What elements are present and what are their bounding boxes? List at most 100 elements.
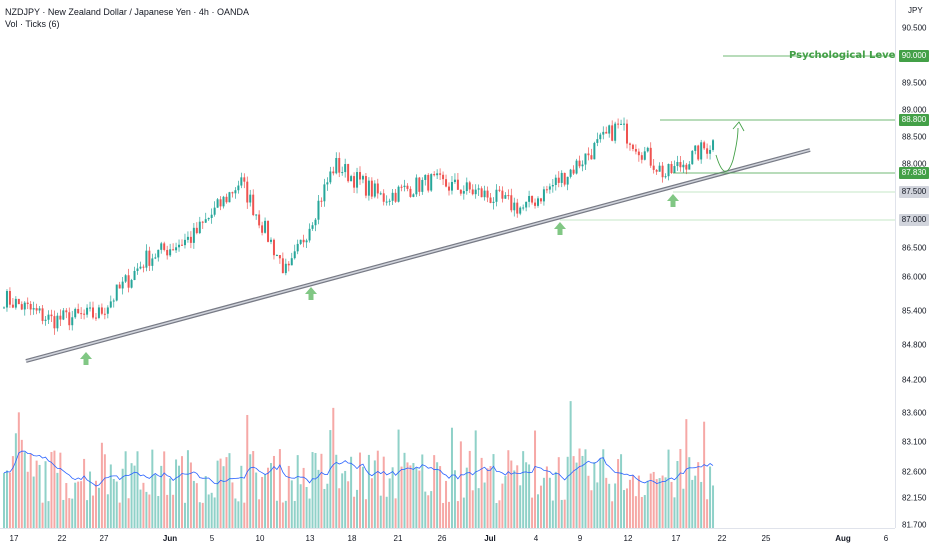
volume-bar bbox=[370, 478, 373, 528]
chart-legend: NZDJPY · New Zealand Dollar / Japanese Y… bbox=[5, 6, 249, 30]
volume-bar bbox=[456, 501, 459, 528]
symbol-title[interactable]: NZDJPY · New Zealand Dollar / Japanese Y… bbox=[5, 7, 249, 17]
volume-bar bbox=[364, 499, 367, 528]
candle-body bbox=[112, 300, 115, 302]
volume-bar bbox=[697, 462, 700, 528]
candle-body bbox=[519, 207, 522, 214]
candle-body bbox=[640, 155, 643, 160]
candle-body bbox=[578, 160, 581, 167]
volume-bar bbox=[584, 449, 587, 528]
price-axis[interactable]: JPY bbox=[895, 0, 932, 528]
candle-body bbox=[531, 195, 534, 203]
volume-bar bbox=[213, 497, 216, 528]
volume-bar bbox=[703, 421, 706, 528]
x-tick-label: 17 bbox=[9, 534, 19, 543]
volume-bar bbox=[94, 480, 97, 528]
candle-body bbox=[29, 303, 32, 310]
volume-legend[interactable]: Vol · Ticks (6) bbox=[5, 19, 60, 29]
volume-bar bbox=[391, 467, 394, 528]
volume-bar bbox=[623, 490, 626, 528]
volume-bar bbox=[356, 489, 359, 528]
candle-body bbox=[673, 166, 676, 174]
candle-body bbox=[240, 177, 243, 186]
candle-body bbox=[332, 171, 335, 174]
time-axis[interactable] bbox=[0, 528, 895, 551]
candle-body bbox=[246, 181, 249, 203]
candle-body bbox=[359, 172, 361, 180]
volume-bar bbox=[332, 407, 335, 528]
candle-body bbox=[139, 266, 142, 269]
volume-bar bbox=[379, 495, 382, 528]
volume-bar bbox=[367, 454, 370, 528]
badge-psych-level: 90.000 bbox=[899, 50, 929, 62]
volume-bar bbox=[204, 476, 207, 528]
volume-bar bbox=[11, 456, 14, 528]
volume-bar bbox=[397, 429, 400, 528]
x-tick-label: 9 bbox=[577, 534, 583, 543]
candle-body bbox=[234, 190, 237, 194]
volume-bar bbox=[243, 502, 246, 528]
candle-body bbox=[323, 184, 326, 202]
candle-body bbox=[124, 275, 127, 282]
volume-bar bbox=[498, 500, 501, 528]
candle-body bbox=[608, 125, 611, 134]
candle-body bbox=[537, 198, 539, 206]
volume-bar bbox=[169, 478, 172, 528]
volume-bar bbox=[700, 481, 703, 528]
volume-bar bbox=[353, 496, 356, 528]
volume-bar bbox=[605, 477, 608, 528]
volume-bar bbox=[3, 472, 5, 528]
candle-body bbox=[136, 268, 139, 271]
volume-bar bbox=[299, 484, 302, 528]
volume-bar bbox=[145, 491, 148, 528]
price-chart[interactable] bbox=[0, 0, 895, 528]
volume-bar bbox=[504, 476, 507, 528]
candle-body bbox=[510, 195, 513, 211]
volume-bar bbox=[459, 441, 462, 528]
volume-bar bbox=[507, 450, 510, 528]
volume-bar bbox=[376, 450, 379, 528]
candle-body bbox=[507, 195, 510, 197]
candle-body bbox=[163, 243, 166, 250]
volume-bar bbox=[442, 502, 445, 528]
volume-bar bbox=[183, 502, 186, 528]
volume-bar bbox=[23, 452, 26, 528]
volume-bar bbox=[516, 465, 519, 528]
candle-body bbox=[20, 304, 23, 310]
candle-body bbox=[83, 313, 86, 315]
volume-bar bbox=[139, 489, 142, 528]
candle-body bbox=[115, 284, 118, 301]
candle-body bbox=[661, 165, 664, 178]
candle-body bbox=[311, 225, 314, 229]
bounce-arrows bbox=[80, 194, 679, 365]
candle-body bbox=[602, 131, 605, 135]
candle-body bbox=[100, 307, 103, 314]
volume-bar bbox=[679, 448, 682, 528]
volume-bar bbox=[77, 481, 80, 528]
volume-bar bbox=[676, 460, 679, 528]
volume-bar bbox=[261, 476, 264, 528]
candle-body bbox=[376, 183, 379, 194]
volume-bar bbox=[489, 465, 492, 528]
candle-body bbox=[542, 189, 545, 202]
candle-body bbox=[47, 314, 50, 320]
volume-bar bbox=[71, 498, 74, 528]
candle-body bbox=[501, 190, 504, 199]
candle-body bbox=[587, 153, 590, 156]
volume-bar bbox=[270, 463, 272, 528]
y-tick-label: 83.100 bbox=[902, 437, 927, 447]
y-tick-label: 89.000 bbox=[902, 105, 927, 115]
volume-bar bbox=[608, 483, 611, 528]
volume-bar bbox=[154, 474, 157, 528]
candle-body bbox=[154, 257, 157, 259]
bounce-up-arrow bbox=[554, 222, 566, 235]
badge-support-1: 87.830 bbox=[899, 167, 929, 179]
candle-body bbox=[433, 174, 436, 176]
candle-body bbox=[255, 214, 258, 216]
x-tick-label: 12 bbox=[623, 534, 633, 543]
candle-body bbox=[130, 280, 133, 288]
volume-bar bbox=[643, 495, 646, 528]
candle-body bbox=[293, 251, 296, 259]
candle-body bbox=[424, 174, 427, 180]
